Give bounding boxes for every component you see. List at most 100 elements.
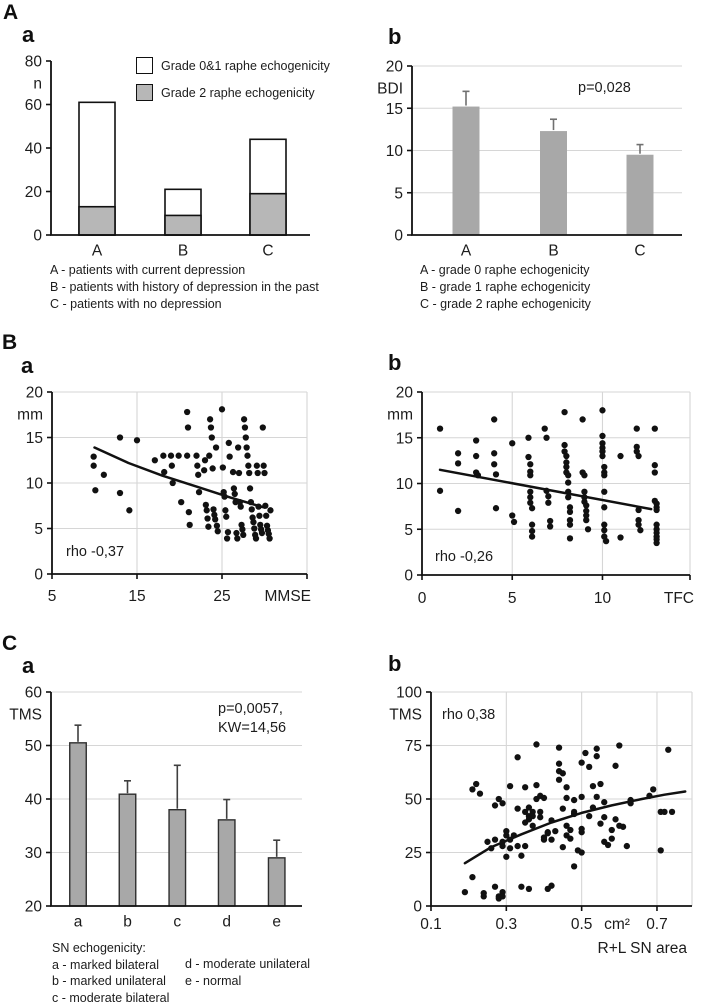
svg-text:R+L SN area: R+L SN area bbox=[598, 940, 688, 957]
svg-text:20: 20 bbox=[25, 899, 43, 916]
svg-text:a: a bbox=[74, 914, 83, 931]
svg-text:TMS: TMS bbox=[389, 707, 422, 724]
svg-text:10: 10 bbox=[26, 476, 44, 493]
legend-label-grade01: Grade 0&1 raphe echogenicity bbox=[161, 58, 330, 73]
svg-text:20: 20 bbox=[396, 385, 414, 402]
svg-text:0.3: 0.3 bbox=[496, 916, 518, 933]
footnotes-Ca-left: SN echogenicity: a - marked bilateral b … bbox=[52, 940, 169, 1005]
svg-text:25: 25 bbox=[405, 845, 422, 862]
svg-text:0: 0 bbox=[413, 899, 422, 916]
svg-text:40: 40 bbox=[25, 141, 43, 158]
svg-text:60: 60 bbox=[25, 97, 43, 114]
svg-text:B: B bbox=[178, 243, 188, 260]
subpanel-letter-Ca: a bbox=[22, 653, 35, 678]
svg-text:0.1: 0.1 bbox=[420, 916, 442, 933]
svg-text:BDI: BDI bbox=[377, 81, 403, 98]
subpanel-letter-Ab: b bbox=[388, 24, 402, 49]
subpanel-letter-Aa: a bbox=[22, 22, 35, 47]
svg-text:C: C bbox=[262, 243, 273, 260]
annotation-rho-Bb: rho -0,26 bbox=[435, 549, 494, 565]
svg-text:mm: mm bbox=[387, 407, 413, 424]
subpanel-letter-Cb: b bbox=[388, 651, 402, 676]
svg-text:25: 25 bbox=[213, 588, 230, 605]
svg-text:75: 75 bbox=[405, 738, 422, 755]
svg-text:0: 0 bbox=[33, 228, 42, 245]
svg-text:b: b bbox=[123, 914, 132, 931]
footnote-line: d - moderate unilateral bbox=[185, 957, 311, 971]
svg-text:A: A bbox=[461, 243, 472, 260]
svg-text:50: 50 bbox=[405, 792, 423, 809]
svg-text:10: 10 bbox=[594, 590, 612, 607]
svg-text:0: 0 bbox=[34, 567, 43, 584]
svg-text:15: 15 bbox=[128, 588, 145, 605]
footnote-line: C - patients with no depression bbox=[50, 297, 222, 312]
svg-text:0.7: 0.7 bbox=[646, 916, 668, 933]
svg-text:5: 5 bbox=[34, 521, 43, 538]
svg-text:50: 50 bbox=[25, 738, 43, 755]
svg-text:d: d bbox=[222, 914, 231, 931]
svg-text:5: 5 bbox=[48, 588, 57, 605]
svg-text:e: e bbox=[272, 914, 281, 931]
svg-text:0: 0 bbox=[418, 590, 427, 607]
annotation-pvalue-Ab: p=0,028 bbox=[578, 80, 631, 96]
svg-text:20: 20 bbox=[26, 385, 44, 402]
legend-swatch-grade2 bbox=[136, 84, 153, 101]
svg-text:5: 5 bbox=[404, 522, 413, 539]
legend-Aa: Grade 0&1 raphe echogenicity Grade 2 rap… bbox=[136, 57, 330, 101]
footnote-line: e - normal bbox=[185, 973, 242, 988]
svg-text:20: 20 bbox=[386, 59, 404, 76]
footnote-line: c - moderate bilateral bbox=[52, 990, 170, 1005]
annotation-kw-Ca: KW=14,56 bbox=[218, 720, 287, 736]
footnotes-Ca-right: d - moderate unilateral e - normal bbox=[185, 956, 310, 989]
svg-text:C: C bbox=[634, 243, 645, 260]
svg-text:15: 15 bbox=[396, 430, 413, 447]
footnote-line: a - marked bilateral bbox=[52, 957, 159, 972]
legend-swatch-grade01 bbox=[136, 57, 153, 74]
svg-text:10: 10 bbox=[386, 143, 404, 160]
legend-item-grade01: Grade 0&1 raphe echogenicity bbox=[136, 57, 330, 74]
svg-text:0: 0 bbox=[404, 568, 413, 585]
legend-item-grade2: Grade 2 raphe echogenicity bbox=[136, 84, 330, 101]
svg-text:40: 40 bbox=[25, 792, 43, 809]
svg-text:c: c bbox=[173, 914, 181, 931]
panel-letter-A: A bbox=[3, 1, 19, 24]
annotation-rho-Cb: rho 0,38 bbox=[442, 707, 496, 723]
svg-text:15: 15 bbox=[26, 430, 43, 447]
footnote-line: A - patients with current depression bbox=[50, 263, 246, 277]
svg-text:0.5: 0.5 bbox=[571, 916, 593, 933]
svg-text:5: 5 bbox=[508, 590, 517, 607]
footnotes-Aa: A - patients with current depression B -… bbox=[50, 262, 319, 314]
footnote-line: B - grade 1 raphe echogenicity bbox=[420, 280, 591, 295]
svg-text:B: B bbox=[548, 243, 558, 260]
svg-text:5: 5 bbox=[394, 185, 403, 202]
svg-text:MMSE: MMSE bbox=[265, 588, 312, 605]
svg-text:15: 15 bbox=[386, 101, 403, 118]
footnote-line: A - grade 0 raphe echogenicity bbox=[420, 263, 590, 277]
panel-letter-B: B bbox=[2, 331, 18, 354]
footnote-line: SN echogenicity: bbox=[52, 941, 146, 955]
svg-text:cm²: cm² bbox=[604, 916, 630, 933]
svg-text:A: A bbox=[92, 243, 103, 260]
svg-text:20: 20 bbox=[25, 184, 43, 201]
panel-letter-C: C bbox=[2, 632, 18, 655]
subpanel-letter-Bb: b bbox=[388, 350, 402, 375]
annotation-pvalue-Ca: p=0,0057, bbox=[218, 701, 283, 717]
subpanel-letter-Ba: a bbox=[21, 353, 34, 378]
svg-text:n: n bbox=[33, 76, 42, 93]
footnotes-Ab: A - grade 0 raphe echogenicity B - grade… bbox=[420, 262, 591, 314]
svg-text:10: 10 bbox=[396, 476, 414, 493]
svg-text:60: 60 bbox=[25, 685, 43, 702]
svg-text:TMS: TMS bbox=[9, 707, 42, 724]
annotation-stats-Ca: p=0,0057, KW=14,56 bbox=[218, 700, 286, 738]
annotation-rho-Ba: rho -0,37 bbox=[66, 544, 125, 560]
footnote-line: b - marked unilateral bbox=[52, 974, 166, 988]
footnote-line: B - patients with history of depression … bbox=[50, 280, 319, 295]
footnote-line: C - grade 2 raphe echogenicity bbox=[420, 297, 591, 312]
svg-text:mm: mm bbox=[17, 407, 43, 424]
svg-text:TFC: TFC bbox=[664, 590, 694, 607]
svg-text:0: 0 bbox=[394, 228, 403, 245]
svg-text:80: 80 bbox=[25, 54, 43, 71]
svg-text:100: 100 bbox=[396, 685, 422, 702]
